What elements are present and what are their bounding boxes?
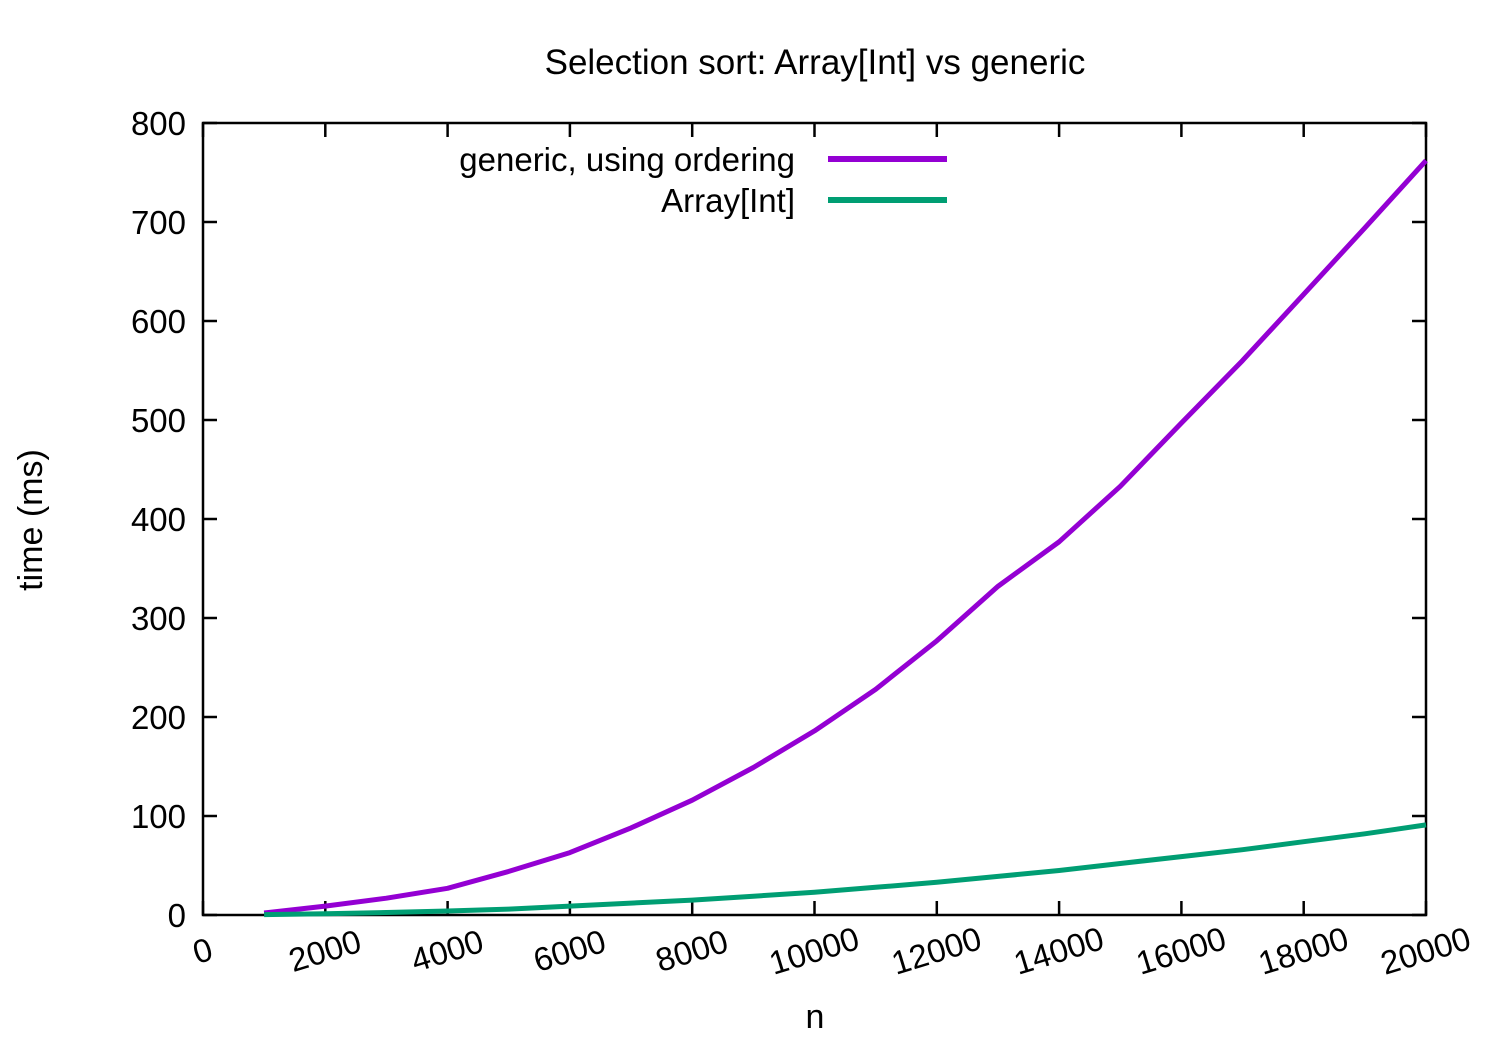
legend-label-array-int: Array[Int] — [661, 182, 795, 219]
y-tick-label: 800 — [131, 105, 186, 142]
legend: generic, using ordering Array[Int] — [459, 141, 947, 219]
x-tick-label: 2000 — [284, 922, 365, 979]
x-tick-label: 14000 — [1009, 919, 1108, 981]
series-line-array-int — [264, 822, 1427, 918]
y-tick-label: 200 — [131, 699, 186, 736]
plot-border — [201, 121, 1428, 917]
x-tick-label: 20000 — [1376, 919, 1475, 981]
series-lines — [263, 158, 1428, 918]
x-tick-label: 18000 — [1254, 919, 1353, 981]
y-tick-label: 100 — [131, 798, 186, 835]
series-line-generic — [263, 158, 1428, 916]
legend-label-generic: generic, using ordering — [459, 141, 795, 178]
y-tick-label: 400 — [131, 501, 186, 538]
x-tick-label: 10000 — [765, 919, 864, 981]
y-tick-label: 0 — [168, 897, 186, 934]
x-tick-label: 6000 — [529, 922, 610, 979]
x-tick-label: 0 — [188, 930, 216, 971]
x-tick-label: 4000 — [407, 922, 488, 979]
y-axis-label: time (ms) — [12, 449, 50, 591]
x-axis-label: n — [806, 998, 825, 1036]
x-tick-label: 16000 — [1132, 919, 1231, 981]
y-tick-label: 700 — [131, 204, 186, 241]
axis-ticks: 0 2000 4000 6000 8000 10000 12000 14000 16000 180… — [131, 105, 1475, 982]
chart-title: Selection sort: Array[Int] vs generic — [545, 43, 1086, 82]
x-tick-label: 8000 — [651, 922, 732, 979]
x-tick-label: 12000 — [887, 919, 986, 981]
y-tick-label: 600 — [131, 303, 186, 340]
y-tick-label: 300 — [131, 600, 186, 637]
y-tick-label: 500 — [131, 402, 186, 439]
